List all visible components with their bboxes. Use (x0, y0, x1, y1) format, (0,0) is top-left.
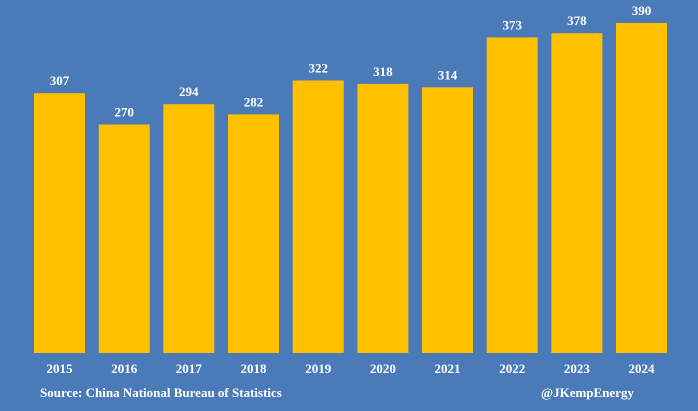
value-label-2018: 282 (244, 94, 264, 109)
bar-2024 (616, 23, 667, 353)
source-note: Source: China National Bureau of Statist… (40, 385, 282, 400)
bar-2017 (163, 104, 215, 353)
x-tick-2018: 2018 (241, 361, 268, 376)
value-labels-layer: 307 270 294 282 322 318 314 373 378 390 (50, 3, 652, 120)
x-tick-2016: 2016 (111, 361, 138, 376)
x-tick-2021: 2021 (435, 361, 461, 376)
x-axis-tick-labels: 2015 2016 2017 2018 2019 2020 2021 2022 2023 2024 (47, 361, 656, 376)
bar-2015 (34, 93, 85, 353)
x-tick-2022: 2022 (499, 361, 525, 376)
value-label-2021: 314 (438, 67, 458, 82)
bars-layer (34, 23, 667, 354)
bar-2016 (98, 124, 150, 353)
x-tick-2015: 2015 (47, 361, 74, 376)
credit-handle: @JKempEnergy (541, 385, 634, 400)
value-label-2019: 322 (308, 61, 328, 76)
value-label-2022: 373 (502, 17, 522, 32)
bar-2020 (357, 83, 409, 354)
value-label-2024: 390 (632, 3, 652, 18)
x-tick-2019: 2019 (305, 361, 332, 376)
bar-2021 (422, 87, 473, 354)
bar-2018 (228, 114, 279, 354)
value-label-2023: 378 (567, 13, 587, 28)
bar-2019 (292, 80, 344, 353)
bar-2023 (551, 33, 603, 353)
x-tick-2017: 2017 (176, 361, 203, 376)
x-tick-2020: 2020 (370, 361, 396, 376)
value-label-2015: 307 (50, 73, 70, 88)
value-label-2020: 318 (373, 64, 393, 79)
x-tick-2023: 2023 (564, 361, 591, 376)
bar-2022 (486, 37, 538, 354)
value-label-2017: 294 (179, 84, 199, 99)
x-tick-2024: 2024 (629, 361, 656, 376)
value-label-2016: 270 (114, 105, 134, 120)
